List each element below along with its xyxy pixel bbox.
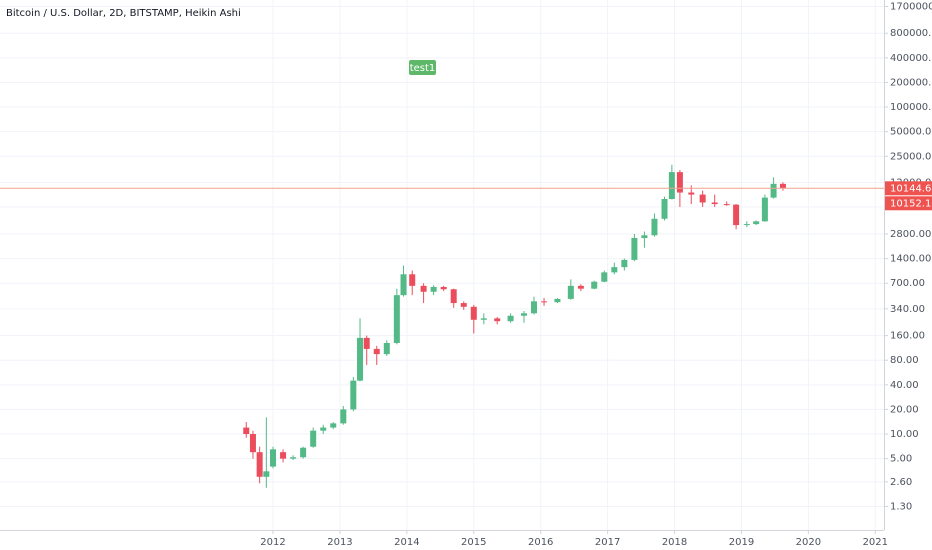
x-tick-label: 2020 bbox=[796, 537, 821, 548]
close-price-box bbox=[885, 196, 932, 211]
y-tick-label: 40.00 bbox=[890, 380, 919, 391]
candle-body bbox=[520, 313, 527, 316]
candle-body bbox=[270, 449, 277, 467]
candle-body bbox=[320, 427, 327, 431]
x-tick-label: 2013 bbox=[327, 537, 352, 548]
axes: 1.30 2.60 5.00 10.00 20.00 40.00 80.00 160.00 34… bbox=[260, 1, 932, 548]
candle-body bbox=[621, 259, 628, 268]
y-tick-label: 20.00 bbox=[890, 404, 919, 415]
candle-body bbox=[688, 192, 695, 195]
candle-body bbox=[541, 301, 548, 303]
candle-body bbox=[753, 221, 760, 225]
candle-body bbox=[668, 172, 675, 200]
candle-body bbox=[340, 409, 347, 424]
candle-body bbox=[400, 274, 407, 296]
candle-body bbox=[651, 218, 658, 236]
candle-body bbox=[779, 183, 786, 189]
candle-body bbox=[363, 337, 370, 349]
candle-body bbox=[601, 272, 608, 282]
candle-body bbox=[450, 289, 457, 304]
candle-body bbox=[263, 471, 270, 477]
candle-body bbox=[531, 301, 538, 314]
candle-body bbox=[300, 447, 307, 458]
candle-body bbox=[770, 183, 777, 198]
y-tick-label: 1700000.00 bbox=[890, 1, 932, 12]
candle-body bbox=[373, 348, 380, 355]
y-tick-label: 2800.00 bbox=[890, 229, 931, 240]
candle-body bbox=[357, 337, 364, 381]
candle-body bbox=[723, 204, 730, 206]
x-tick-label: 2012 bbox=[260, 537, 285, 548]
candle-body bbox=[494, 318, 501, 322]
y-tick-label: 1.30 bbox=[890, 501, 912, 512]
candle-body bbox=[350, 380, 357, 410]
candle-body bbox=[280, 452, 287, 459]
annotation-box bbox=[409, 60, 436, 75]
candle-body bbox=[480, 318, 487, 320]
close-price-label: 10152.17 bbox=[890, 198, 932, 209]
candle-body bbox=[249, 434, 256, 453]
candle-body bbox=[567, 285, 574, 299]
x-tick-label: 2018 bbox=[662, 537, 687, 548]
candle-body bbox=[507, 315, 514, 322]
y-tick-label: 340.00 bbox=[890, 304, 925, 315]
candle-body bbox=[676, 172, 683, 193]
x-tick-label: 2014 bbox=[394, 537, 419, 548]
candle-body bbox=[440, 286, 447, 290]
last-price-box bbox=[885, 181, 932, 196]
candle-body bbox=[611, 267, 618, 273]
y-tick-label: 80.00 bbox=[890, 355, 919, 366]
candle-body bbox=[256, 452, 263, 477]
y-tick-label: 5.00 bbox=[890, 454, 912, 465]
y-tick-label: 400000.00 bbox=[890, 53, 932, 64]
candle-body bbox=[733, 204, 740, 226]
y-tick-label: 700.00 bbox=[890, 278, 925, 289]
candle-body bbox=[383, 342, 390, 355]
x-tick-label: 2016 bbox=[528, 537, 553, 548]
candle-body bbox=[330, 423, 337, 428]
candle-body bbox=[661, 199, 668, 219]
candle-body bbox=[470, 306, 477, 320]
x-tick-label: 2017 bbox=[595, 537, 620, 548]
y-tick-label: 200000.00 bbox=[890, 77, 932, 88]
y-tick-label: 160.00 bbox=[890, 331, 925, 342]
y-tick-label: 1400.00 bbox=[890, 254, 931, 265]
candle-body bbox=[641, 235, 648, 239]
candle-body bbox=[699, 194, 706, 203]
y-tick-label: 10.00 bbox=[890, 429, 919, 440]
candle-body bbox=[393, 295, 400, 343]
x-tick-label: 2015 bbox=[461, 537, 486, 548]
y-tick-label: 100000.00 bbox=[890, 102, 932, 113]
candle-body bbox=[711, 202, 718, 205]
candle-body bbox=[554, 298, 561, 303]
y-tick-label: 2.60 bbox=[890, 477, 912, 488]
y-tick-label: 800000.00 bbox=[890, 28, 932, 39]
candle-body bbox=[591, 281, 598, 289]
plot bbox=[0, 164, 884, 488]
candle-body bbox=[409, 274, 416, 286]
y-tick-label: 50000.00 bbox=[890, 127, 932, 138]
candle-body bbox=[430, 286, 437, 292]
candle-body bbox=[761, 197, 768, 222]
candle-body bbox=[577, 285, 584, 289]
x-tick-label: 2021 bbox=[863, 537, 888, 548]
grid bbox=[0, 0, 884, 530]
candle-body bbox=[631, 238, 638, 260]
x-tick-label: 2019 bbox=[729, 537, 754, 548]
candle-body bbox=[243, 427, 250, 435]
candle-body bbox=[743, 224, 750, 226]
y-tick-label: 25000.00 bbox=[890, 151, 932, 162]
candle-body bbox=[290, 457, 297, 459]
last-price-label: 10144.68 bbox=[890, 183, 932, 194]
candle-body bbox=[460, 303, 467, 307]
candle-body bbox=[420, 285, 427, 292]
chart-title: Bitcoin / U.S. Dollar, 2D, BITSTAMP, Hei… bbox=[6, 8, 241, 19]
candle-body bbox=[310, 430, 317, 447]
annotation: test1 bbox=[410, 63, 436, 74]
